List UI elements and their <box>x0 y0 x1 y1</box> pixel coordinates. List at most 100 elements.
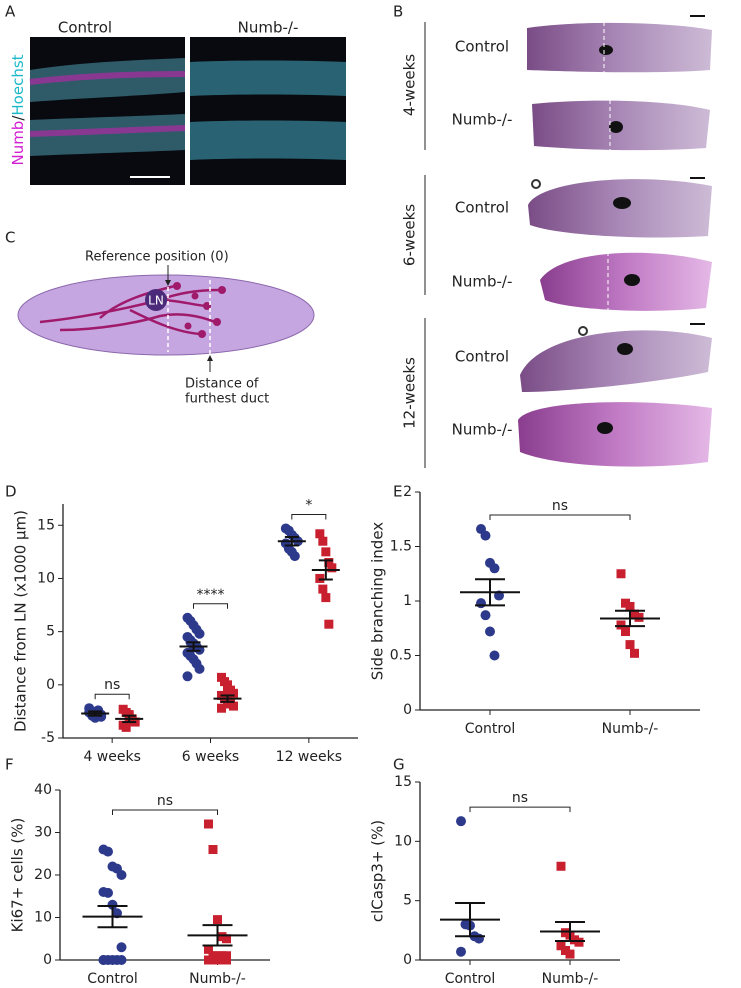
y-axis-label: Distance from LN (x1000 μm) <box>12 510 30 732</box>
data-point <box>204 819 213 829</box>
panel-letter: B <box>393 3 403 21</box>
data-point <box>616 569 626 579</box>
data-point <box>116 942 127 953</box>
data-point <box>229 701 238 711</box>
y-tick-label: 2 <box>403 484 412 500</box>
x-tick-label: 6 weeks <box>182 749 239 765</box>
y-axis-label: Side branching index <box>369 522 387 680</box>
data-point <box>630 648 639 658</box>
data-point <box>565 949 575 959</box>
y-axis-label: clCasp3+ (%) <box>369 820 387 922</box>
x-tick-label: Control <box>445 971 496 987</box>
data-point <box>116 955 127 965</box>
significance-bracket <box>193 603 228 609</box>
significance-label: ns <box>552 498 568 514</box>
data-point <box>489 650 500 661</box>
data-point <box>121 722 131 732</box>
data-point <box>321 547 331 557</box>
reference-label: Reference position (0) <box>85 250 229 265</box>
data-point <box>103 887 113 898</box>
data-point <box>289 551 300 562</box>
data-point <box>229 688 238 698</box>
data-point <box>127 716 137 726</box>
y-tick-label: 15 <box>394 774 412 790</box>
significance-bracket <box>489 514 631 521</box>
y-tick-label: 0 <box>46 677 55 693</box>
data-point <box>318 584 328 594</box>
diagram <box>17 265 315 372</box>
data-point <box>476 598 486 609</box>
data-point <box>625 640 635 650</box>
y-tick-label: 10 <box>394 833 412 849</box>
data-point <box>315 573 325 583</box>
data-point <box>456 946 466 957</box>
data-point <box>204 944 213 954</box>
y-axis-label: Ki67+ cells (%) <box>9 818 27 933</box>
y-tick-label: 0 <box>403 702 412 718</box>
significance-bracket <box>469 806 571 813</box>
data-point <box>107 899 118 910</box>
micrograph <box>29 37 346 185</box>
column-label: Control <box>58 19 112 37</box>
significance-label: * <box>305 497 312 513</box>
significance-label: ns <box>512 790 528 806</box>
y-tick-label: 5 <box>403 893 412 909</box>
data-point <box>213 915 222 925</box>
x-tick-label: 4 weeks <box>83 749 140 765</box>
y-tick-label: 0 <box>403 952 412 968</box>
data-point <box>485 626 495 637</box>
data-point <box>324 619 334 629</box>
data-point <box>616 620 626 630</box>
node-label: LN <box>148 294 164 308</box>
y-tick-label: 15 <box>37 517 55 533</box>
data-point <box>556 861 566 871</box>
data-point <box>98 955 109 965</box>
data-point <box>204 955 213 965</box>
row-label: Numb-/- <box>452 273 513 291</box>
data-point <box>217 703 226 713</box>
data-point <box>480 610 491 621</box>
data-point <box>474 933 484 944</box>
significance-bracket <box>112 809 218 815</box>
y-tick-label: 0.5 <box>390 648 412 664</box>
row-label: Numb-/- <box>452 111 513 129</box>
y-tick-label: 30 <box>34 825 52 841</box>
data-point <box>223 682 232 692</box>
stain-sep: / <box>9 115 27 121</box>
data-point <box>480 530 491 541</box>
significance-label: **** <box>197 587 225 603</box>
panel-letter: C <box>5 229 15 247</box>
stain-label: Numb/Hoechst <box>9 54 27 165</box>
distance-label: Distance of <box>185 377 259 392</box>
x-tick-label: 12 weeks <box>276 749 342 765</box>
significance-bracket <box>291 513 327 520</box>
data-point <box>194 663 205 674</box>
data-point <box>116 870 127 880</box>
panel-letter: F <box>5 756 14 774</box>
y-tick-label: 40 <box>34 782 52 798</box>
data-point <box>182 671 193 682</box>
data-point <box>327 563 337 573</box>
significance-bracket <box>94 693 130 700</box>
panel-letter: D <box>5 483 17 501</box>
data-point <box>489 563 500 574</box>
significance-label: ns <box>157 793 173 809</box>
row-label: Numb-/- <box>452 421 513 439</box>
y-tick-label: 10 <box>34 910 52 926</box>
y-tick-label: 0 <box>43 952 52 968</box>
data-point <box>634 612 644 622</box>
data-point <box>321 593 331 603</box>
data-point <box>324 558 334 567</box>
data-point <box>220 693 229 703</box>
data-point <box>103 846 113 857</box>
data-point <box>222 934 231 944</box>
age-label: 12-weeks <box>401 357 419 429</box>
significance-label: ns <box>104 677 120 693</box>
data-point <box>318 536 328 546</box>
stain: Numb <box>9 121 27 166</box>
stain: Hoechst <box>9 54 27 115</box>
panel-letter: E <box>393 483 402 501</box>
age-label: 6-weeks <box>401 204 419 266</box>
data-point <box>124 710 134 720</box>
